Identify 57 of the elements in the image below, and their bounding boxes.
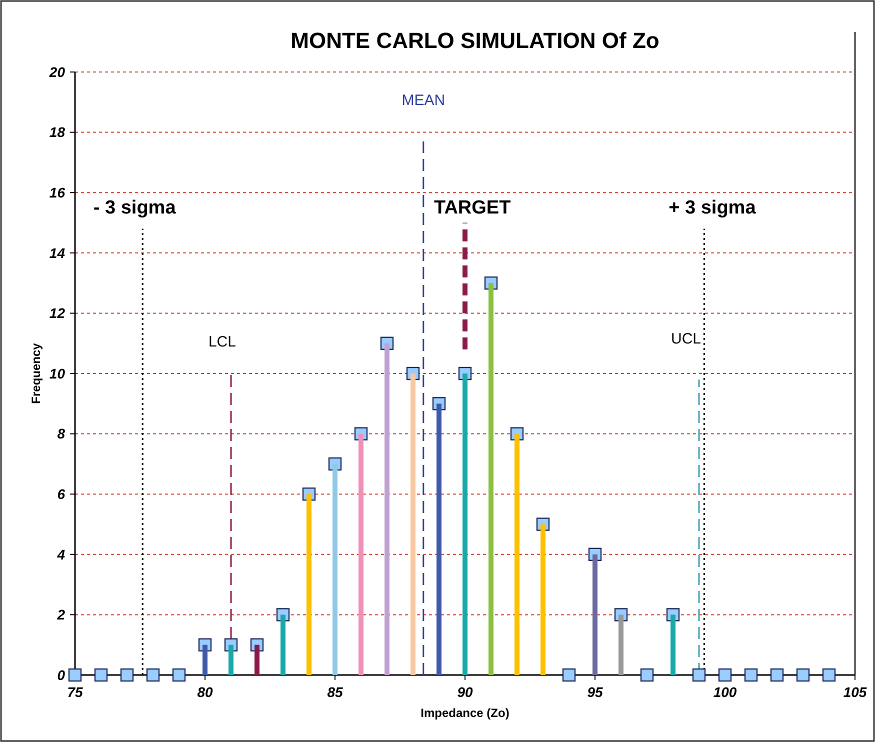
bar <box>384 343 390 675</box>
y-tick-label: 12 <box>49 305 66 322</box>
ref-line-label: LCL <box>208 333 236 350</box>
ref-line-label: - 3 sigma <box>93 198 176 219</box>
point <box>68 668 82 682</box>
y-tick-label: 0 <box>57 666 66 683</box>
point <box>744 668 758 682</box>
x-tick-label: 75 <box>67 684 83 700</box>
y-tick-label: 6 <box>57 486 66 502</box>
bar <box>462 374 468 675</box>
point <box>718 668 732 682</box>
bar <box>254 644 260 675</box>
y-tick-label: 10 <box>49 365 66 382</box>
bar <box>436 404 442 675</box>
point <box>796 668 810 682</box>
point <box>562 668 576 682</box>
bar <box>202 644 208 675</box>
ref-line-label: + 3 sigma <box>668 198 756 219</box>
y-tick-label: 8 <box>57 426 66 442</box>
y-axis-title: Frequency <box>29 342 43 404</box>
y-tick-label: 18 <box>49 124 66 140</box>
bar <box>228 644 234 675</box>
y-tick-label: 16 <box>49 184 66 200</box>
x-tick-label: 90 <box>457 684 473 700</box>
x-tick-label: 105 <box>843 684 867 700</box>
bar <box>540 524 546 675</box>
point <box>94 668 108 682</box>
bar <box>410 374 416 675</box>
x-axis-title: Impedance (Zo) <box>420 706 510 720</box>
bar <box>592 554 598 675</box>
x-tick-label: 100 <box>713 684 737 700</box>
point <box>120 668 134 682</box>
ref-line-label: TARGET <box>434 198 512 219</box>
y-tick-label: 14 <box>49 244 66 261</box>
point <box>692 668 706 682</box>
point <box>172 668 186 682</box>
point <box>146 668 160 682</box>
bar <box>306 494 312 675</box>
ref-line-label: MEAN <box>402 92 446 110</box>
y-tick-label: 20 <box>48 64 66 80</box>
bar <box>280 614 286 675</box>
point <box>770 668 784 682</box>
chart-title: MONTE CARLO SIMULATION Of Zo <box>290 28 660 53</box>
x-tick-label: 95 <box>587 684 603 700</box>
point <box>822 668 836 682</box>
bar <box>670 614 676 675</box>
x-tick-label: 80 <box>197 684 213 700</box>
bar <box>618 614 624 675</box>
bar <box>514 434 520 675</box>
y-tick-label: 2 <box>56 606 66 623</box>
bar <box>358 434 364 675</box>
x-tick-label: 85 <box>327 684 343 700</box>
point <box>640 668 654 682</box>
y-tick-label: 4 <box>56 546 66 562</box>
bar <box>488 283 494 675</box>
ref-line-label: UCL <box>670 330 701 348</box>
bar <box>332 464 338 675</box>
